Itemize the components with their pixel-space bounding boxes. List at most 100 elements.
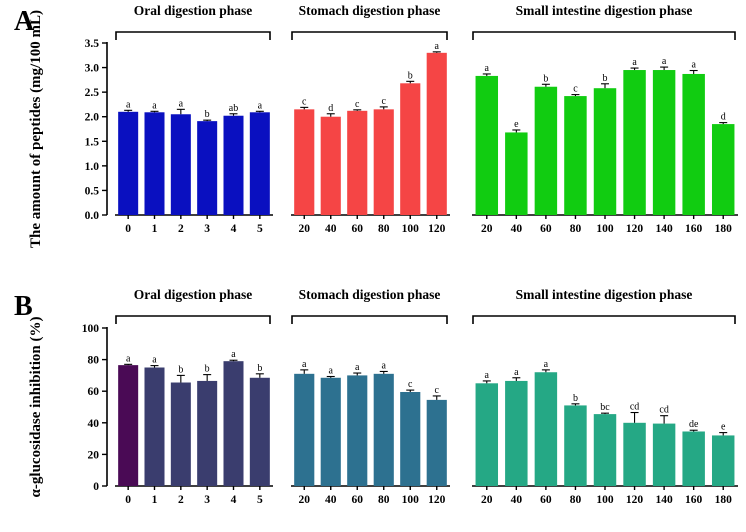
bar [426,399,447,486]
y-axis-label: The amount of peptides (mg/100 mL) [28,10,44,248]
y-tick-label: 80 [88,355,100,367]
panel-B: Bα-glucosidase inhibition (%) 02040608010… [14,287,738,506]
x-tick-label: 3 [204,223,210,235]
significance-letter: b [573,393,578,404]
y-tick-label: 0.0 [85,210,100,222]
significance-letter: c [435,385,440,396]
significance-letter: a [231,349,236,360]
bar [426,52,447,216]
x-tick-label: 60 [540,494,552,506]
significance-letter: bc [600,402,610,413]
x-tick-label: 160 [685,494,703,506]
y-tick-label: 40 [88,418,100,430]
bar [652,70,676,216]
x-tick-label: 100 [596,223,614,235]
bar [475,75,499,215]
x-tick-label: 40 [325,223,337,235]
x-tick-label: 60 [352,223,364,235]
phase-bracket [291,31,448,40]
x-tick-label: 2 [178,494,184,506]
x-tick-label: 160 [685,223,703,235]
significance-letter: a [126,99,131,110]
y-tick-label: 0.5 [85,185,100,197]
x-tick-label: 0 [125,223,131,235]
significance-letter: c [302,96,307,107]
significance-letter: e [514,119,519,130]
significance-letter: de [689,419,699,430]
x-tick-label: 60 [540,223,552,235]
x-tick-label: 20 [481,494,493,506]
significance-letter: a [179,98,184,109]
x-tick-label: 120 [626,223,644,235]
bar [564,405,587,486]
x-tick-label: 1 [152,223,158,235]
bar [400,391,421,486]
phase-title: Small intestine digestion phase [516,3,693,18]
phase-bracket [472,31,736,40]
significance-letter: a [485,370,490,381]
bar [711,435,735,486]
significance-letter: c [382,96,387,107]
bar [564,96,587,215]
bar [249,112,270,215]
bar [249,377,270,486]
x-tick-label: 140 [655,494,673,506]
y-axis-label: α-glucosidase inhibition (%) [28,317,44,498]
significance-letter: a [544,359,549,370]
significance-letter: a [435,41,440,52]
bar [373,373,394,486]
x-tick-label: 180 [715,223,733,235]
x-tick-label: 0 [125,494,131,506]
significance-letter: a [355,362,360,373]
x-tick-label: 120 [428,223,446,235]
x-tick-label: 80 [378,494,390,506]
significance-letter: d [328,103,333,114]
significance-letter: a [691,60,696,71]
bar [593,414,617,486]
significance-letter: b [205,109,210,120]
phase-bracket [291,315,448,324]
significance-letter: b [543,73,548,84]
x-tick-label: 3 [204,494,210,506]
phase-bracket [115,31,271,40]
significance-letter: a [382,360,387,371]
significance-letter: b [205,364,210,375]
significance-letter: a [152,100,157,111]
bar [505,132,528,215]
bar [223,361,244,486]
x-tick-label: 100 [402,494,420,506]
y-tick-label: 3.0 [85,63,100,75]
phase-bracket [115,315,271,324]
x-tick-label: 60 [352,494,364,506]
bar [118,365,139,486]
panel-label: A [14,6,35,37]
phase-title: Stomach digestion phase [299,287,441,302]
x-tick-label: 40 [325,494,337,506]
bar [294,109,315,215]
x-tick-label: 120 [428,494,446,506]
significance-letter: b [603,73,608,84]
y-tick-label: 100 [82,323,100,335]
bar [144,112,165,215]
x-tick-label: 140 [655,223,673,235]
significance-letter: a [302,359,307,370]
bar [373,109,394,215]
y-tick-label: 2.5 [85,87,100,99]
bar [170,114,191,215]
x-tick-label: 1 [152,494,158,506]
bar [197,121,218,215]
x-tick-label: 40 [511,494,523,506]
y-tick-label: 2.0 [85,112,100,124]
bar [400,83,421,215]
x-tick-label: 80 [570,494,582,506]
x-tick-label: 100 [402,223,420,235]
phase-title: Oral digestion phase [134,287,253,302]
bar [294,373,315,486]
significance-letter: a [662,56,667,67]
x-tick-label: 5 [257,494,263,506]
x-tick-label: 100 [596,494,614,506]
bar [347,110,368,215]
significance-letter: a [329,366,334,377]
